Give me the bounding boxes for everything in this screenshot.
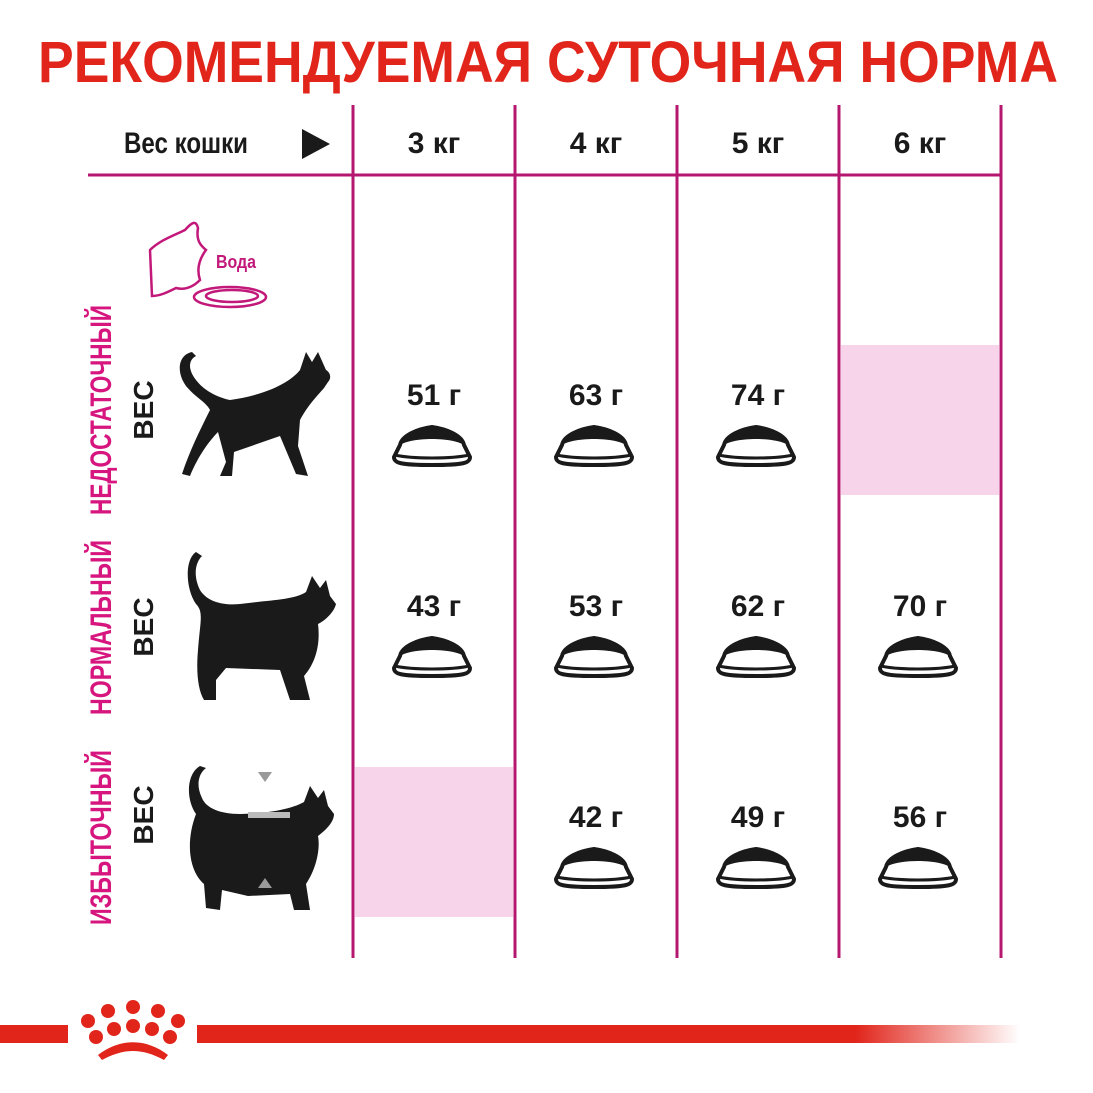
portion-value: 74 г <box>731 379 785 412</box>
brand-stripe-right <box>197 1025 1020 1043</box>
overweight-cat-icon <box>188 766 334 910</box>
bowl-icon <box>876 845 960 889</box>
row-label: ИЗБЫТОЧНЫЙ <box>84 750 118 925</box>
bowl-icon <box>390 423 474 467</box>
header-label: Вес кошки <box>124 127 248 160</box>
row-label: НЕДОСТАТОЧНЫЙ <box>84 305 118 515</box>
empty-cell <box>841 345 999 495</box>
play-triangle-icon <box>302 129 330 159</box>
bowl-icon <box>390 634 474 678</box>
bowl-icon <box>876 634 960 678</box>
column-header: 4 кг <box>570 127 623 160</box>
water-label: Вода <box>216 252 257 272</box>
bowl-icon <box>552 423 636 467</box>
bowl-icon <box>552 634 636 678</box>
bowl-icon <box>714 845 798 889</box>
bowl-icon <box>714 634 798 678</box>
portion-value: 51 г <box>407 379 461 412</box>
portion-value: 63 г <box>569 379 623 412</box>
bowl-icon <box>714 423 798 467</box>
table-grid <box>88 105 1003 958</box>
portion-value: 56 г <box>893 801 947 834</box>
thin-cat-icon <box>179 352 331 476</box>
row-sublabel: ВЕС <box>128 597 159 656</box>
bowl-icon <box>552 845 636 889</box>
column-header: 6 кг <box>894 127 947 160</box>
column-header: 5 кг <box>732 127 785 160</box>
portion-value: 43 г <box>407 590 461 623</box>
portion-value: 70 г <box>893 590 947 623</box>
normal-cat-icon <box>187 552 336 700</box>
page-title: РЕКОМЕНДУЕМАЯ СУТОЧНАЯ НОРМА <box>38 30 1058 95</box>
row-sublabel: ВЕС <box>128 785 159 844</box>
portion-value: 49 г <box>731 801 785 834</box>
row-sublabel: ВЕС <box>128 380 159 439</box>
column-header: 3 кг <box>408 127 461 160</box>
empty-cell <box>355 767 513 917</box>
portion-value: 62 г <box>731 590 785 623</box>
water-icon <box>148 221 268 309</box>
row-label: НОРМАЛЬНЫЙ <box>84 540 118 715</box>
portion-value: 53 г <box>569 590 623 623</box>
portion-value: 42 г <box>569 801 623 834</box>
brand-stripe-left <box>0 1025 68 1043</box>
royal-canin-crown-logo <box>81 1000 185 1060</box>
